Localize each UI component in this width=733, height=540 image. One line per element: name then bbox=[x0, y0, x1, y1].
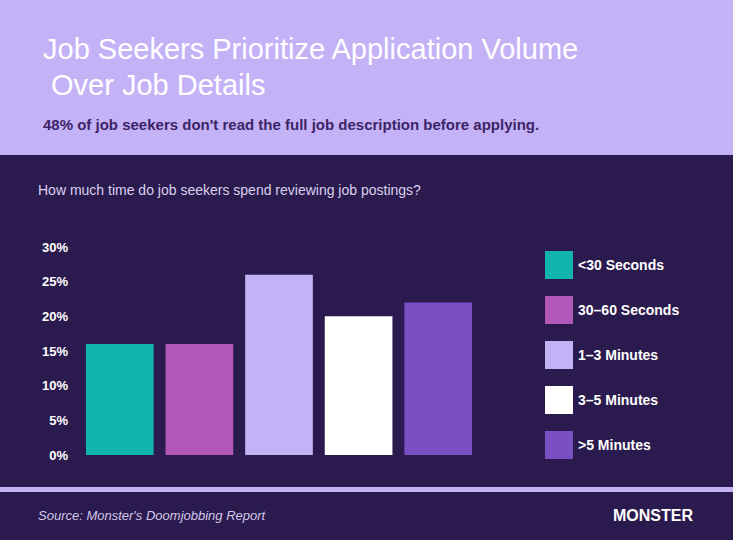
svg-text:Source: Monster's Doomjobbing: Source: Monster's Doomjobbing Report bbox=[38, 508, 267, 523]
svg-text:5%: 5% bbox=[49, 413, 68, 428]
svg-text:0%: 0% bbox=[49, 448, 68, 463]
svg-text:25%: 25% bbox=[42, 274, 68, 289]
svg-text:30–60 Seconds: 30–60 Seconds bbox=[578, 302, 679, 318]
svg-text:Job Seekers Prioritize Applica: Job Seekers Prioritize Application Volum… bbox=[43, 33, 578, 65]
svg-text:Over Job Details: Over Job Details bbox=[43, 69, 265, 101]
svg-text:48% of job seekers don't read: 48% of job seekers don't read the full j… bbox=[43, 116, 539, 133]
svg-text:3–5 Minutes: 3–5 Minutes bbox=[578, 392, 658, 408]
svg-text:>5 Minutes: >5 Minutes bbox=[578, 437, 651, 453]
svg-text:<30 Seconds: <30 Seconds bbox=[578, 257, 664, 273]
svg-text:20%: 20% bbox=[42, 309, 68, 324]
svg-text:10%: 10% bbox=[42, 378, 68, 393]
svg-text:MONSTER: MONSTER bbox=[613, 507, 693, 524]
svg-text:How much time do job seekers s: How much time do job seekers spend revie… bbox=[38, 182, 421, 198]
svg-text:1–3 Minutes: 1–3 Minutes bbox=[578, 347, 658, 363]
svg-text:15%: 15% bbox=[42, 344, 68, 359]
svg-text:30%: 30% bbox=[42, 240, 68, 255]
